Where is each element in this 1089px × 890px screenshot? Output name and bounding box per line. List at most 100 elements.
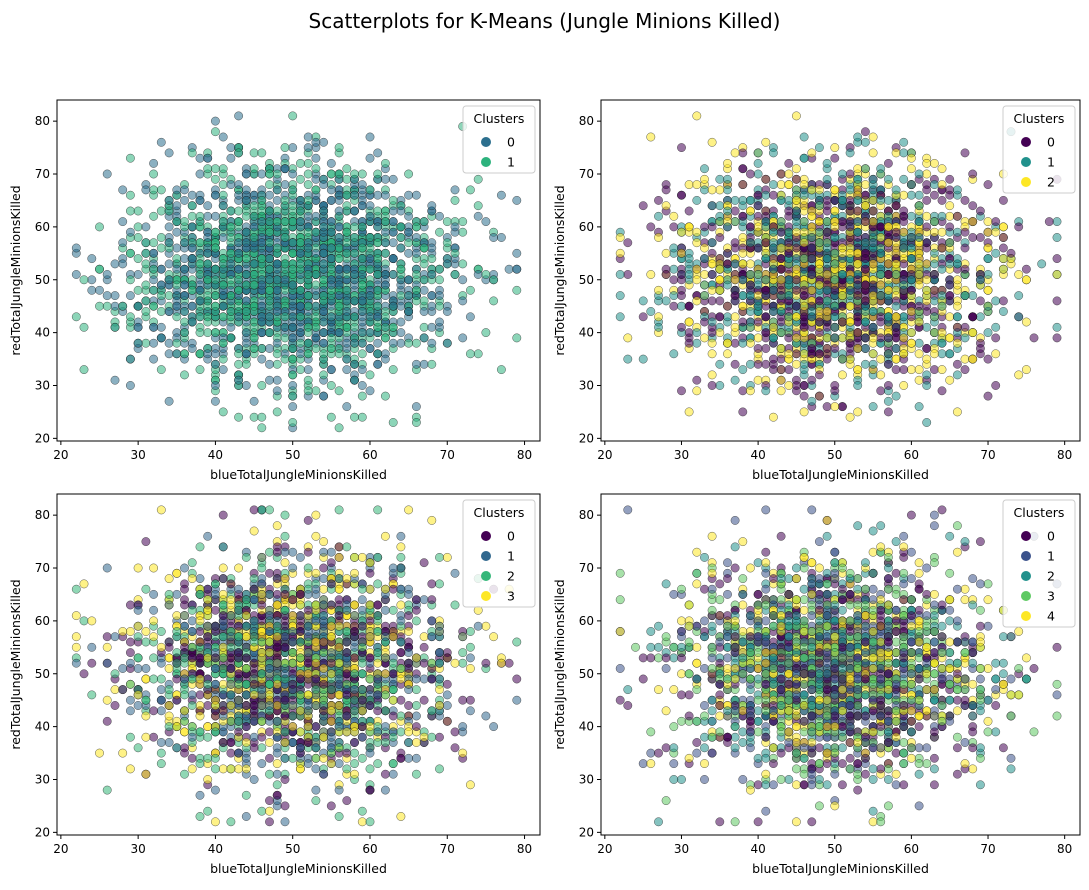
scatter-point-cluster-1	[723, 313, 731, 321]
scatter-point-cluster-1	[412, 339, 420, 347]
scatter-point-cluster-2	[938, 365, 946, 373]
scatter-point-cluster-1	[165, 291, 173, 299]
scatter-point-cluster-0	[119, 186, 127, 194]
scatter-point-cluster-0	[366, 154, 374, 162]
scatter-point-cluster-0	[815, 392, 823, 400]
scatter-point-cluster-0	[428, 291, 436, 299]
scatter-point-cluster-1	[739, 339, 747, 347]
scatter-point-cluster-0	[196, 297, 204, 305]
scatter-point-cluster-0	[746, 281, 754, 289]
scatter-point-cluster-1	[785, 196, 793, 204]
scatter-point-cluster-0	[296, 350, 304, 358]
scatter-point-cluster-2	[915, 350, 923, 358]
scatter-point-cluster-1	[754, 149, 762, 157]
scatter-point-cluster-0	[227, 260, 235, 268]
scatter-point-cluster-2	[961, 355, 969, 363]
scatter-point-cluster-1	[296, 339, 304, 347]
scatter-point-cluster-1	[250, 281, 258, 289]
scatter-point-cluster-2	[869, 350, 877, 358]
scatter-point-cluster-0	[242, 350, 250, 358]
scatter-point-cluster-1	[892, 392, 900, 400]
scatter-point-cluster-0	[685, 302, 693, 310]
scatter-point-cluster-1	[946, 260, 954, 268]
scatter-point-cluster-0	[823, 207, 831, 215]
scatter-point-cluster-0	[126, 355, 134, 363]
scatter-point-cluster-0	[923, 196, 931, 204]
scatter-point-cluster-2	[792, 334, 800, 342]
scatter-point-cluster-0	[474, 270, 482, 278]
scatter-point-cluster-2	[693, 265, 701, 273]
scatter-point-cluster-0	[119, 260, 127, 268]
scatter-point-cluster-0	[165, 350, 173, 358]
scatter-point-cluster-1	[265, 297, 273, 305]
scatter-point-cluster-1	[884, 397, 892, 405]
scatter-point-cluster-0	[420, 360, 428, 368]
scatter-point-cluster-2	[999, 254, 1007, 262]
legend-marker-2	[1021, 177, 1031, 187]
scatter-point-cluster-0	[443, 339, 451, 347]
scatter-point-cluster-1	[1053, 233, 1061, 241]
scatter-point-cluster-1	[861, 307, 869, 315]
scatter-point-cluster-0	[639, 202, 647, 210]
scatter-point-cluster-1	[869, 360, 877, 368]
scatter-point-cluster-1	[180, 328, 188, 336]
scatter-point-cluster-1	[746, 239, 754, 247]
scatter-point-cluster-2	[953, 276, 961, 284]
scatter-point-cluster-0	[823, 323, 831, 331]
scatter-point-cluster-2	[739, 302, 747, 310]
scatter-point-cluster-0	[374, 313, 382, 321]
scatter-point-cluster-1	[746, 323, 754, 331]
x-tick-label: 20	[53, 448, 68, 462]
scatter-point-cluster-2	[792, 112, 800, 120]
scatter-point-cluster-1	[219, 281, 227, 289]
scatter-point-cluster-0	[273, 186, 281, 194]
scatter-point-cluster-0	[258, 217, 266, 225]
scatter-point-cluster-0	[374, 360, 382, 368]
scatter-point-cluster-0	[677, 387, 685, 395]
scatter-point-cluster-1	[762, 191, 770, 199]
scatter-point-cluster-1	[381, 323, 389, 331]
scatter-point-cluster-2	[708, 339, 716, 347]
scatter-point-cluster-1	[126, 313, 134, 321]
scatter-point-cluster-2	[792, 165, 800, 173]
scatter-point-cluster-1	[907, 212, 915, 220]
scatter-point-cluster-1	[273, 360, 281, 368]
scatter-point-cluster-0	[961, 323, 969, 331]
scatter-point-cluster-0	[389, 239, 397, 247]
scatter-point-cluster-0	[374, 339, 382, 347]
scatter-point-cluster-2	[831, 223, 839, 231]
legend-marker-1	[1021, 157, 1031, 167]
scatter-point-cluster-0	[823, 402, 831, 410]
scatter-point-cluster-0	[312, 175, 320, 183]
scatter-point-cluster-1	[451, 196, 459, 204]
scatter-point-cluster-0	[404, 191, 412, 199]
x-tick-label: 50	[285, 448, 300, 462]
scatter-point-cluster-1	[343, 228, 351, 236]
scatter-point-cluster-0	[900, 207, 908, 215]
scatter-point-cluster-2	[693, 112, 701, 120]
scatter-point-cluster-1	[800, 360, 808, 368]
scatter-point-cluster-0	[149, 339, 157, 347]
scatter-point-cluster-1	[443, 239, 451, 247]
scatter-point-cluster-2	[716, 265, 724, 273]
scatter-point-cluster-0	[242, 170, 250, 178]
scatter-point-cluster-2	[869, 217, 877, 225]
scatter-point-cluster-2	[762, 138, 770, 146]
scatter-point-cluster-1	[335, 254, 343, 262]
scatter-point-cluster-0	[350, 191, 358, 199]
scatter-point-cluster-0	[389, 302, 397, 310]
scatter-point-cluster-0	[265, 344, 273, 352]
scatter-point-cluster-2	[915, 376, 923, 384]
scatter-point-cluster-2	[739, 233, 747, 241]
scatter-point-cluster-1	[180, 318, 188, 326]
scatter-point-cluster-2	[938, 228, 946, 236]
scatter-point-cluster-0	[242, 196, 250, 204]
scatter-point-cluster-0	[976, 207, 984, 215]
scatter-point-cluster-0	[319, 318, 327, 326]
scatter-point-cluster-1	[892, 344, 900, 352]
scatter-point-cluster-0	[258, 239, 266, 247]
scatter-point-cluster-1	[930, 217, 938, 225]
scatter-point-cluster-1	[211, 265, 219, 273]
scatter-point-cluster-2	[915, 365, 923, 373]
scatter-point-cluster-1	[196, 270, 204, 278]
